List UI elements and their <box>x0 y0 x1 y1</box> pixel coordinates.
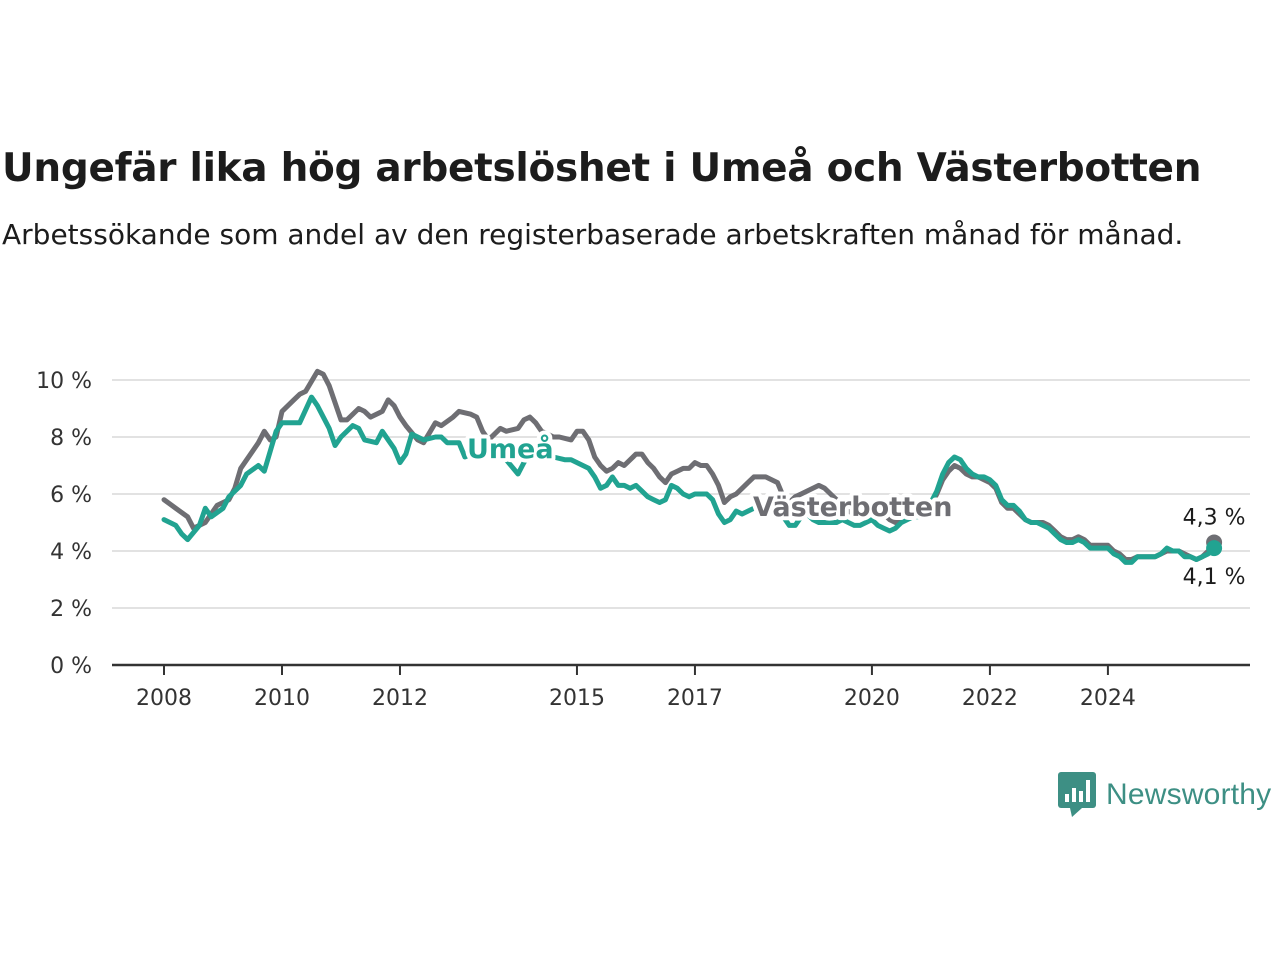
series-line-vasterbotten <box>161 368 1217 562</box>
x-tick-label: 2020 <box>844 686 900 711</box>
series-labels: Umeå Västerbotten 4,3 % 4,1 % <box>463 429 1246 590</box>
y-tick-label: 2 % <box>50 597 92 622</box>
x-tick-label: 2008 <box>136 686 192 711</box>
y-tick-label: 10 % <box>36 369 92 394</box>
endpoint-umea <box>1206 540 1223 557</box>
x-tick-label: 2022 <box>962 686 1018 711</box>
end-value-umea: 4,1 % <box>1183 565 1246 590</box>
series-label-vasterbotten: Västerbotten <box>753 492 952 523</box>
chart-subtitle: Arbetssökande som andel av den registerb… <box>2 218 1184 251</box>
x-tick-label: 2010 <box>254 686 310 711</box>
brand-name: Newsworthy <box>1106 778 1272 811</box>
y-tick-label: 4 % <box>50 540 92 565</box>
series-lines <box>161 368 1217 565</box>
x-tick-label: 2024 <box>1080 686 1136 711</box>
chart-title: Ungefär lika hög arbetslöshet i Umeå och… <box>2 146 1202 191</box>
x-axis: 2008 2010 2012 2015 2017 2020 2022 2024 <box>112 663 1250 711</box>
brand-logo: Newsworthy <box>1058 772 1271 818</box>
newsworthy-logo-icon <box>1058 772 1096 817</box>
x-tick-label: 2017 <box>667 686 723 711</box>
end-value-vasterbotten: 4,3 % <box>1183 505 1246 530</box>
series-line-umea <box>161 394 1217 565</box>
y-tick-label: 6 % <box>50 483 92 508</box>
x-tick-label: 2012 <box>372 686 428 711</box>
x-tick-label: 2015 <box>549 686 605 711</box>
series-label-umea: Umeå <box>467 433 554 465</box>
y-tick-label: 8 % <box>50 426 92 451</box>
y-axis-ticks: 0 % 2 % 4 % 6 % 8 % 10 % <box>36 369 92 679</box>
y-tick-label: 0 % <box>50 654 92 679</box>
